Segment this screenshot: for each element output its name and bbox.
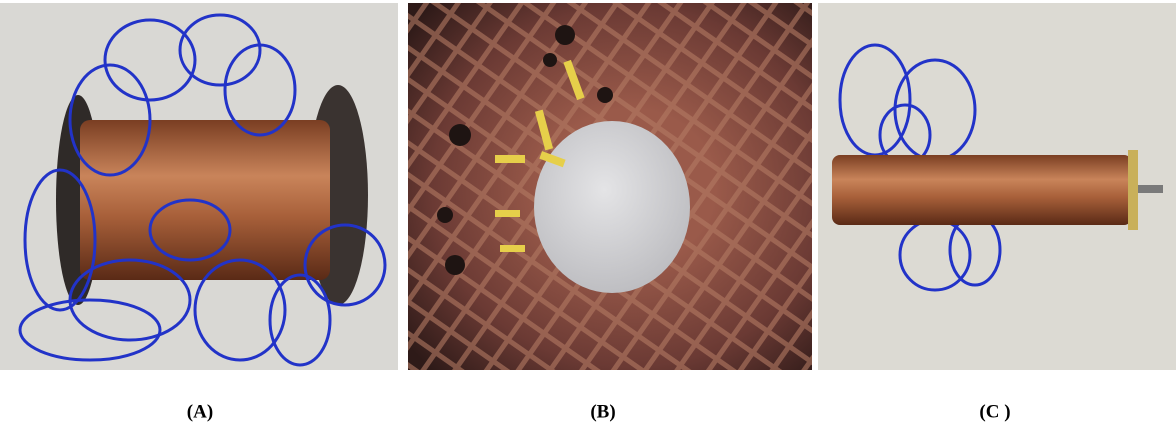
end-cap	[1128, 150, 1138, 230]
page: (A) (B) (C ) (() => { const data = JSON.…	[0, 0, 1176, 435]
fitting	[1138, 185, 1163, 193]
photo-a	[0, 3, 398, 370]
cylinder	[80, 120, 330, 280]
figure: (A) (B) (C )	[0, 0, 1176, 435]
panel-label: (B)	[590, 401, 615, 422]
cylinder	[832, 155, 1132, 225]
panel-label: (A)	[187, 401, 213, 422]
end-disc	[534, 121, 690, 293]
photo-c	[818, 3, 1176, 370]
photo-b	[408, 3, 812, 370]
panel-label: (C )	[979, 401, 1010, 422]
